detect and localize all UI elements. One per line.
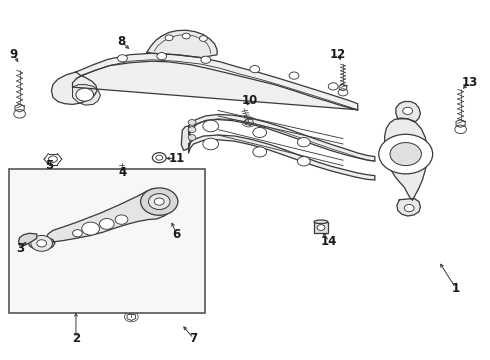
Polygon shape (73, 53, 358, 110)
Ellipse shape (314, 220, 328, 224)
Polygon shape (189, 114, 375, 161)
Bar (314, 222, 328, 233)
Circle shape (328, 83, 338, 90)
Text: 3: 3 (17, 242, 24, 255)
Circle shape (201, 56, 211, 63)
Text: 2: 2 (72, 332, 80, 345)
Circle shape (297, 138, 310, 147)
Text: 9: 9 (10, 48, 18, 60)
Text: 13: 13 (461, 76, 478, 89)
Circle shape (199, 36, 207, 41)
Polygon shape (19, 233, 37, 246)
Circle shape (99, 219, 114, 229)
Circle shape (118, 55, 127, 62)
Polygon shape (396, 102, 420, 122)
Circle shape (203, 120, 219, 132)
Text: 1: 1 (452, 282, 460, 294)
Circle shape (404, 204, 414, 212)
Polygon shape (181, 126, 190, 150)
Circle shape (157, 53, 167, 60)
Text: 12: 12 (330, 48, 346, 60)
Text: 8: 8 (118, 35, 125, 48)
Circle shape (390, 143, 421, 166)
Circle shape (403, 107, 413, 114)
Circle shape (115, 215, 128, 224)
Text: 7: 7 (190, 332, 197, 345)
Circle shape (154, 198, 164, 205)
Circle shape (188, 120, 196, 125)
Circle shape (317, 225, 325, 230)
Circle shape (82, 222, 99, 235)
Circle shape (289, 72, 299, 79)
Circle shape (250, 66, 260, 73)
Circle shape (297, 157, 310, 166)
Text: 11: 11 (168, 152, 185, 165)
Polygon shape (189, 135, 375, 180)
Bar (9, 169, 205, 313)
Circle shape (253, 127, 267, 138)
Text: 4: 4 (119, 166, 126, 179)
Circle shape (188, 135, 196, 140)
Circle shape (165, 35, 173, 41)
Text: 5: 5 (45, 159, 53, 172)
Circle shape (253, 147, 267, 157)
Circle shape (148, 194, 170, 210)
Text: 10: 10 (242, 94, 258, 107)
Polygon shape (47, 189, 174, 242)
Polygon shape (385, 118, 427, 200)
Polygon shape (147, 30, 217, 58)
Polygon shape (73, 85, 100, 105)
Circle shape (76, 88, 94, 101)
Circle shape (37, 240, 47, 247)
Circle shape (203, 138, 219, 150)
Polygon shape (28, 237, 55, 250)
Text: 6: 6 (172, 228, 180, 240)
Text: 14: 14 (321, 235, 338, 248)
Circle shape (182, 33, 190, 39)
Circle shape (73, 230, 82, 237)
Polygon shape (397, 199, 420, 216)
Circle shape (141, 188, 178, 215)
Circle shape (379, 134, 433, 174)
Circle shape (31, 235, 52, 251)
Polygon shape (51, 72, 97, 104)
Circle shape (188, 127, 196, 132)
